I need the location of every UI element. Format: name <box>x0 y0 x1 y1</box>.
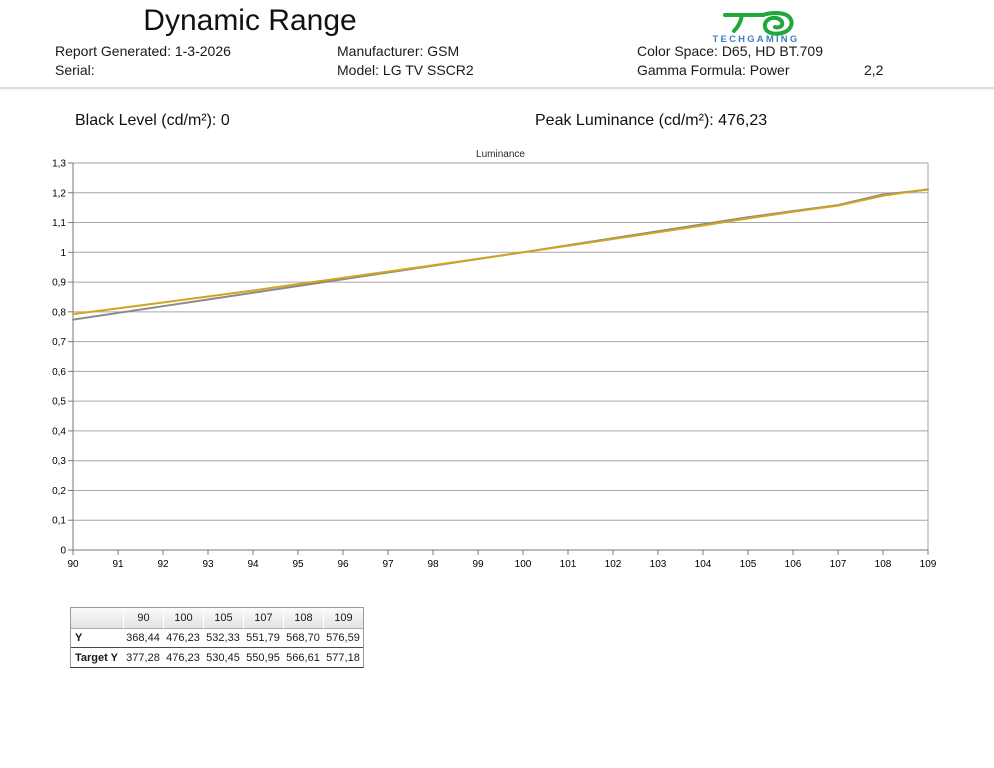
x-axis-label: 94 <box>247 559 259 570</box>
y-axis-label: 1 <box>60 248 66 259</box>
x-axis-label: 105 <box>740 559 757 570</box>
table-cell: 368,44 <box>123 629 163 648</box>
y-axis-label: 0,6 <box>52 367 66 378</box>
table-row-label: Y <box>71 629 123 648</box>
y-axis-label: 1,3 <box>52 159 66 170</box>
report-generated: Report Generated: 1-3-2026 <box>55 43 231 59</box>
table-row: Y 368,44 476,23 532,33 551,79 568,70 576,59 <box>71 629 363 648</box>
peak-luminance-text: Peak Luminance (cd/m²): 476,23 <box>535 112 768 129</box>
y-axis-label: 0,9 <box>52 278 66 289</box>
y-axis-label: 0,1 <box>52 516 66 527</box>
table-cell: 530,45 <box>206 651 240 664</box>
x-axis-label: 91 <box>112 559 124 570</box>
table-cell: 568,70 <box>283 629 323 648</box>
table-cell: 577,18 <box>326 651 360 664</box>
table-cell: 576,59 <box>323 629 363 648</box>
x-axis-label: 106 <box>785 559 802 570</box>
y-axis-label: 1,1 <box>52 218 66 229</box>
y-axis-label: 0,5 <box>52 397 66 408</box>
x-axis-label: 90 <box>67 559 79 570</box>
serial: Serial: <box>55 62 95 78</box>
table-column-header: 108 <box>283 608 323 629</box>
table-cell: 551,79 <box>243 629 283 648</box>
table-corner-cell <box>71 608 123 629</box>
x-axis-label: 98 <box>427 559 439 570</box>
y-axis-label: 0,8 <box>52 307 66 318</box>
header-separator <box>0 87 994 89</box>
x-axis-label: 104 <box>695 559 712 570</box>
x-axis-label: 109 <box>920 559 937 570</box>
page-title: Dynamic Range <box>143 4 357 37</box>
table-cell: 566,61 <box>286 651 320 664</box>
color-space: Color Space: D65, HD BT.709 <box>637 43 823 59</box>
table-cell: 476,23 <box>166 651 200 664</box>
table-column-header: 105 <box>203 608 243 629</box>
table-column-header: 100 <box>163 608 203 629</box>
luminance-chart: Luminance 0 0,1 0,2 0,3 0,4 0,5 0,6 0,7 0,8 0,9 1 1,… <box>52 149 937 570</box>
x-axis-label: 108 <box>875 559 892 570</box>
table-header-row: 90 100 105 107 108 109 <box>71 608 363 629</box>
series-line-target-y <box>72 188 929 316</box>
x-axis-label: 103 <box>650 559 667 570</box>
y-axis-label: 0,4 <box>52 426 66 437</box>
y-axis-label: 0 <box>60 546 66 557</box>
y-axis-label: 1,2 <box>52 188 66 199</box>
manufacturer: Manufacturer: GSM <box>337 43 460 59</box>
x-axis-label: 96 <box>337 559 349 570</box>
logo-brand-text: TECHGAMING <box>713 34 800 45</box>
y-axis-label: 0,7 <box>52 337 66 348</box>
model: Model: LG TV SSCR2 <box>337 62 474 78</box>
measurement-table-head: 90 100 105 107 108 109 <box>71 608 363 629</box>
techgaming-logo: TECHGAMING <box>713 11 800 45</box>
chart-title: Luminance <box>476 149 525 160</box>
x-axis-label: 101 <box>560 559 577 570</box>
gamma-value: 2,2 <box>864 62 884 78</box>
x-axis-label: 102 <box>605 559 622 570</box>
table-column-header: 107 <box>243 608 283 629</box>
tg-monogram-icon <box>723 11 794 36</box>
x-axis-label: 100 <box>515 559 532 570</box>
y-axis-label: 0,2 <box>52 486 66 497</box>
x-axis-label: 99 <box>472 559 484 570</box>
measurement-table-body: Y 368,44 476,23 532,33 551,79 568,70 576,59 Tar… <box>71 629 363 667</box>
x-axis-label: 97 <box>382 559 394 570</box>
table-column-header: 109 <box>323 608 363 629</box>
black-level-text: Black Level (cd/m²): 0 <box>75 112 230 129</box>
x-axis-label: 93 <box>202 559 214 570</box>
x-axis-label: 95 <box>292 559 304 570</box>
table-cell: 377,28 <box>126 651 160 664</box>
table-row-label: Target Y <box>75 651 118 664</box>
y-axis-label: 0,3 <box>52 456 66 467</box>
gamma-formula: Gamma Formula: Power <box>637 62 790 78</box>
table-row: Target Y 377,28 476,23 530,45 550,95 566,61 57… <box>71 648 363 667</box>
table-cell: 532,33 <box>203 629 243 648</box>
measurement-table: 90 100 105 107 108 109 Y 368,44 476,23 532,33 551… <box>70 607 364 668</box>
table-cell: 550,95 <box>246 651 280 664</box>
x-axis-label: 107 <box>830 559 847 570</box>
table-cell: 476,23 <box>163 629 203 648</box>
table-column-header: 90 <box>123 608 163 629</box>
x-axis-label: 92 <box>157 559 169 570</box>
